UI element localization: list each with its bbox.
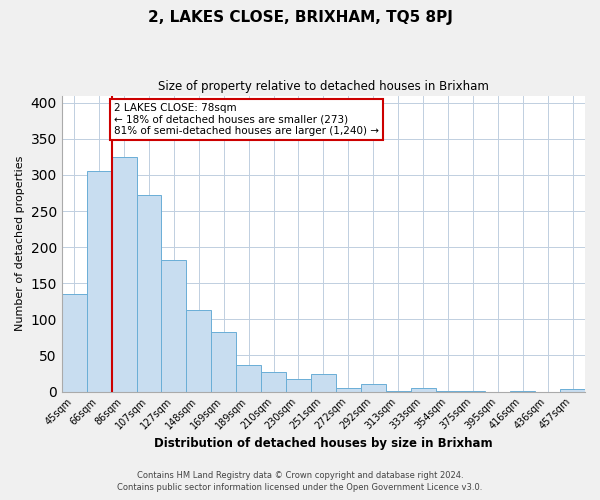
Bar bbox=[161, 260, 187, 392]
Bar bbox=[261, 372, 286, 392]
Title: Size of property relative to detached houses in Brixham: Size of property relative to detached ho… bbox=[158, 80, 489, 93]
Y-axis label: Number of detached properties: Number of detached properties bbox=[15, 156, 25, 332]
Bar bbox=[460, 391, 485, 392]
Bar bbox=[62, 294, 87, 392]
Bar bbox=[336, 388, 361, 392]
Bar bbox=[137, 195, 161, 392]
Bar bbox=[87, 172, 112, 392]
Bar bbox=[187, 310, 211, 392]
Bar bbox=[410, 388, 436, 392]
Text: 2, LAKES CLOSE, BRIXHAM, TQ5 8PJ: 2, LAKES CLOSE, BRIXHAM, TQ5 8PJ bbox=[148, 10, 452, 25]
Bar bbox=[286, 378, 311, 392]
Bar bbox=[311, 374, 336, 392]
Text: Contains HM Land Registry data © Crown copyright and database right 2024.
Contai: Contains HM Land Registry data © Crown c… bbox=[118, 471, 482, 492]
Bar bbox=[560, 390, 585, 392]
Bar bbox=[436, 391, 460, 392]
X-axis label: Distribution of detached houses by size in Brixham: Distribution of detached houses by size … bbox=[154, 437, 493, 450]
Text: 2 LAKES CLOSE: 78sqm
← 18% of detached houses are smaller (273)
81% of semi-deta: 2 LAKES CLOSE: 78sqm ← 18% of detached h… bbox=[114, 103, 379, 136]
Bar bbox=[510, 391, 535, 392]
Bar bbox=[112, 157, 137, 392]
Bar bbox=[361, 384, 386, 392]
Bar bbox=[211, 332, 236, 392]
Bar bbox=[236, 365, 261, 392]
Bar bbox=[386, 391, 410, 392]
